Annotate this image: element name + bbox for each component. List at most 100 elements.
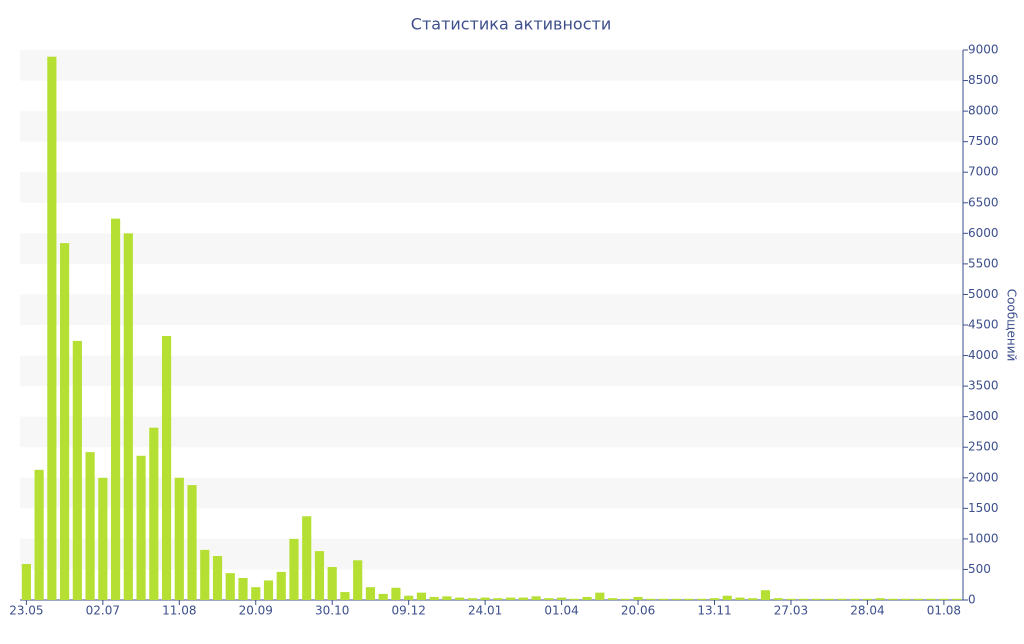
bar [518, 597, 528, 600]
bar [557, 597, 567, 600]
x-tick-label: 13.11 [697, 604, 731, 618]
bar [263, 580, 274, 600]
bar [837, 598, 847, 600]
y-tick-label: 3500 [968, 379, 999, 393]
bar [123, 233, 133, 601]
bar [378, 593, 388, 600]
bar [760, 590, 771, 600]
bar [467, 598, 477, 600]
y-tick-label: 6000 [968, 226, 999, 240]
bar [952, 598, 962, 600]
bar [773, 598, 783, 600]
bar [697, 598, 707, 600]
bar [314, 551, 325, 600]
bar [442, 596, 452, 600]
bar [365, 587, 376, 600]
bar [187, 485, 197, 600]
bar [811, 598, 822, 600]
bar [620, 598, 630, 600]
y-tick-label: 4500 [968, 318, 999, 332]
y-tick-label: 8500 [968, 73, 999, 87]
y-tick-label: 5500 [968, 256, 999, 270]
bar [72, 340, 82, 600]
bar [939, 598, 949, 600]
bar [862, 598, 873, 600]
bar [850, 598, 860, 600]
bar [391, 587, 401, 600]
bar [327, 567, 337, 600]
y-tick-label: 1500 [968, 501, 999, 515]
bar [174, 477, 184, 600]
x-tick-label: 01.08 [927, 604, 961, 618]
bar [47, 56, 57, 600]
y-tick-label: 4000 [968, 348, 999, 362]
grid-band [20, 172, 963, 203]
y-tick-label: 3000 [968, 409, 999, 423]
bar [85, 452, 95, 600]
y-tick-label: 5000 [968, 287, 999, 301]
bar [455, 597, 465, 600]
x-tick-label: 20.09 [239, 604, 273, 618]
bar [506, 597, 516, 600]
grid-band [20, 416, 963, 448]
grid-band [20, 111, 963, 142]
y-tick-label: 6500 [968, 195, 999, 209]
bar [200, 549, 210, 600]
bar [888, 598, 898, 600]
y-tick-label: 500 [968, 562, 991, 576]
bar [161, 336, 172, 600]
bar [251, 587, 261, 600]
bar [582, 596, 592, 600]
grid-band [20, 233, 963, 264]
x-tick-label: 11.08 [162, 604, 196, 618]
grid-band [20, 355, 963, 387]
bar [149, 427, 159, 600]
bar [646, 598, 656, 600]
bar [658, 598, 669, 600]
bar [429, 596, 439, 600]
grid-band [20, 294, 963, 325]
bar [353, 560, 363, 600]
x-tick-label: 01.04 [544, 604, 578, 618]
bar [786, 598, 796, 600]
x-tick-label: 28.04 [850, 604, 884, 618]
y-tick-label: 0 [968, 593, 976, 607]
bar [901, 598, 911, 600]
bar [416, 592, 426, 600]
bar [544, 598, 554, 600]
bar [60, 243, 70, 600]
y-axis-title: Сообщений [1005, 289, 1019, 362]
bar [607, 598, 618, 600]
bar [289, 538, 299, 600]
bar [98, 477, 108, 600]
bar [748, 598, 758, 600]
bar [21, 563, 31, 600]
bar [302, 516, 312, 600]
bar [238, 578, 248, 600]
y-tick-label: 8000 [968, 104, 999, 118]
x-tick-label: 30.10 [315, 604, 349, 618]
y-tick-label: 7500 [968, 134, 999, 148]
bar [595, 592, 605, 600]
chart-title: Статистика активности [411, 15, 611, 34]
bar [212, 556, 223, 600]
bar [722, 595, 732, 600]
bar [633, 596, 643, 600]
x-tick-label: 02.07 [86, 604, 120, 618]
bar [531, 596, 541, 600]
bar [913, 598, 923, 600]
bar [136, 455, 146, 600]
bar [875, 598, 885, 600]
bar [480, 597, 490, 600]
bar [225, 573, 235, 600]
x-tick-label: 23.05 [9, 604, 43, 618]
bar [671, 598, 681, 600]
bar [493, 598, 503, 600]
bar [276, 571, 286, 600]
x-tick-label: 27.03 [774, 604, 808, 618]
bar [340, 592, 350, 600]
bar [735, 597, 745, 600]
y-tick-label: 2500 [968, 440, 999, 454]
bar [110, 218, 121, 600]
